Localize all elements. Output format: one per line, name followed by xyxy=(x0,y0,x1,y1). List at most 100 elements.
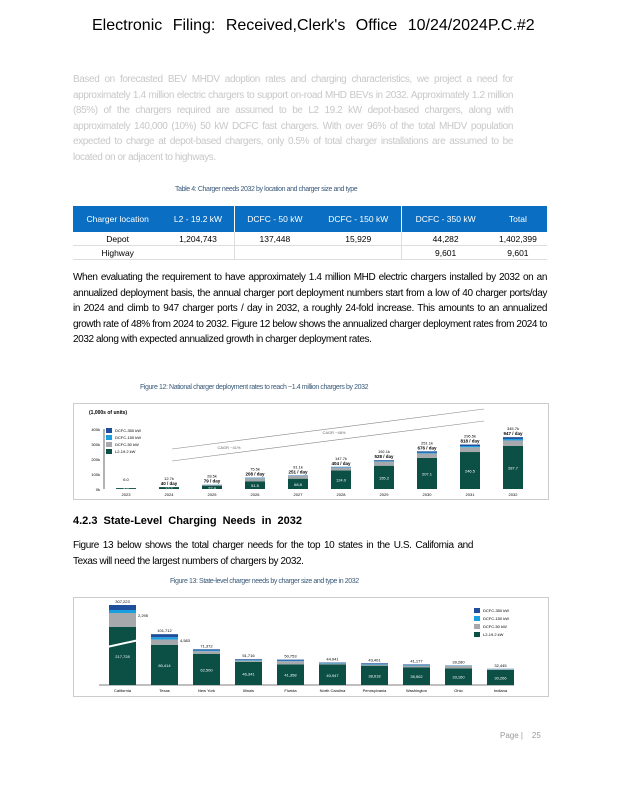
x-tick-label: 2024 xyxy=(165,492,175,497)
bar-total-label: 50,753 xyxy=(284,654,297,659)
bar-value-label: 246.5 xyxy=(465,469,476,474)
paragraph-deployment-rate: When evaluating the requirement to have … xyxy=(73,272,547,345)
x-tick-label: Washington xyxy=(406,688,427,693)
bar-value-label: 287.7 xyxy=(508,465,519,470)
bar-segment xyxy=(361,665,388,685)
rate-label: 947 / day xyxy=(503,431,523,436)
x-tick-label: 2025 xyxy=(208,492,218,497)
bar-segment xyxy=(288,475,308,479)
section-heading: 4.2.3 State-Level Charging Needs in 2032 xyxy=(73,515,302,527)
legend-swatch xyxy=(106,428,112,433)
cagr-arrow xyxy=(171,408,485,450)
axis-break xyxy=(106,639,140,648)
cell: 44,282 xyxy=(401,232,489,246)
bar-segment xyxy=(319,663,346,665)
bar-total-label: 91.1k xyxy=(293,464,303,469)
cagr-arrow xyxy=(171,420,485,462)
bar-total-label: 75.5k xyxy=(250,467,260,472)
bar-total-label: 251.1k xyxy=(421,440,433,445)
figure-13-caption: Figure 13: State-level charger needs by … xyxy=(170,578,359,585)
rate-label: 251 / day xyxy=(288,469,308,474)
bar-total-label: 43,401 xyxy=(368,657,381,662)
bar-value-label: 40,947 xyxy=(326,673,339,678)
bar-segment xyxy=(403,664,430,665)
table-row: Depot 1,204,743 137,448 15,929 44,282 1,… xyxy=(73,232,547,246)
bar-value-label: 68.8 xyxy=(294,482,303,487)
cell: 9,601 xyxy=(401,245,489,260)
bar-value-label: 155.2 xyxy=(379,475,390,480)
cell xyxy=(162,245,235,260)
bar-total-label: 32,445 xyxy=(494,663,507,668)
bar-total-label: 345.7k xyxy=(507,426,519,431)
cell: 15,929 xyxy=(315,232,402,246)
cell: Highway xyxy=(73,245,163,260)
legend-label: DCFC-50 kW xyxy=(115,442,139,447)
bar-total-label: 147.7k xyxy=(335,456,347,461)
page-number: 25 xyxy=(531,731,541,740)
bar-segment xyxy=(417,457,437,489)
side-label: 2,295 xyxy=(138,613,149,618)
bar-segment xyxy=(319,664,346,685)
bar-segment xyxy=(460,444,480,447)
bar-segment xyxy=(361,663,388,664)
bar-value-label: 41,358 xyxy=(284,673,297,678)
x-tick-label: Indiana xyxy=(494,688,508,693)
cell: 9,601 xyxy=(488,245,547,260)
page-footer: Page | 25 xyxy=(500,731,541,740)
bar-segment xyxy=(503,438,523,441)
cell: 1,402,399 xyxy=(488,232,547,246)
bar-segment xyxy=(202,485,222,489)
bar-segment xyxy=(151,634,178,638)
bar-segment xyxy=(245,478,265,482)
bar-total-label: 41,177 xyxy=(410,658,423,663)
bar-segment xyxy=(361,664,388,666)
bar-segment xyxy=(460,452,480,489)
cell xyxy=(233,245,316,260)
bar-segment xyxy=(460,447,480,453)
legend-label: L2-19.2 kW xyxy=(115,449,136,454)
x-tick-label: Texas xyxy=(159,688,169,693)
bar-segment xyxy=(202,485,222,486)
bar-value-label: 207.1 xyxy=(422,471,433,476)
bar-segment xyxy=(235,661,262,685)
bar-segment xyxy=(288,478,308,489)
x-tick-label: 2032 xyxy=(509,492,519,497)
table-header-row: Charger location L2 - 19.2 kW DCFC - 50 … xyxy=(73,206,547,232)
table-caption: Table 4: Charger needs 2032 by location … xyxy=(175,186,358,193)
col-header: Charger location xyxy=(73,206,163,232)
bar-segment xyxy=(277,660,304,662)
bar-segment xyxy=(487,669,514,670)
legend-label: DCFC-150 kW xyxy=(483,616,509,621)
bar-value-label: 12.7 xyxy=(165,486,174,491)
bar-total-label: 71,372 xyxy=(200,643,213,648)
paragraph-state-needs: Figure 13 below shows the total charger … xyxy=(73,540,473,567)
bar-segment xyxy=(361,663,388,665)
paragraph-charger-need: Based on forecasted BEV MHDV adoption ra… xyxy=(73,74,513,163)
rate-label: 404 / day xyxy=(331,461,351,466)
bar-segment xyxy=(374,460,394,462)
col-header: Total xyxy=(488,206,547,232)
bar-segment xyxy=(277,661,304,665)
bar-value-label: 46,341 xyxy=(242,671,255,676)
bar-value-label: 62,500 xyxy=(200,667,213,672)
legend-swatch xyxy=(474,632,480,637)
bar-segment xyxy=(116,488,136,489)
bar-segment xyxy=(235,659,262,661)
bar-segment xyxy=(503,437,523,439)
cell: Depot xyxy=(73,232,163,246)
bar-value-label: 38,618 xyxy=(368,673,381,678)
bar-segment xyxy=(403,664,430,666)
bar-segment xyxy=(277,659,304,661)
x-tick-label: North Carolina xyxy=(320,688,347,693)
bar-total-label: 192.1k xyxy=(378,449,390,454)
bar-segment xyxy=(151,637,178,640)
bar-segment xyxy=(403,667,430,685)
cagr-annotation: CAGR ~48% xyxy=(322,430,345,435)
x-tick-label: 2026 xyxy=(251,492,261,497)
y-tick-label: 100k xyxy=(91,472,100,477)
bar-segment xyxy=(109,610,136,613)
bar-value-label: 217,728 xyxy=(115,654,130,659)
bar-segment xyxy=(151,644,178,685)
bar-value-label: 33,160 xyxy=(452,675,465,680)
y-tick-label: 0k xyxy=(96,487,100,492)
